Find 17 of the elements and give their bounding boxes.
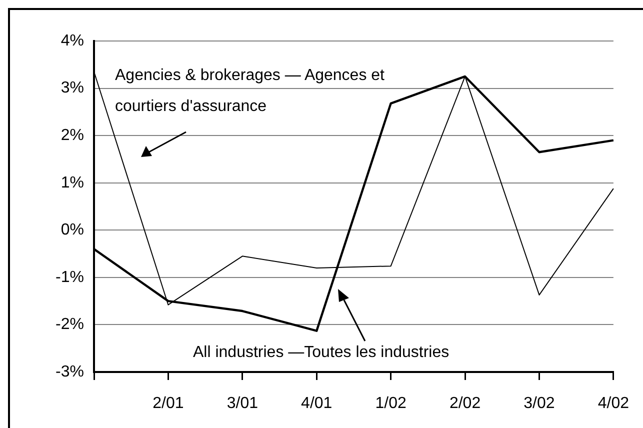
x-tick-label: 3/02	[524, 395, 555, 412]
series-label: All industries —Toutes les industries	[193, 343, 450, 363]
x-tick-label: 2/01	[152, 395, 184, 412]
x-tick-label: 1/02	[375, 395, 406, 412]
y-tick-label: 4%	[60, 32, 84, 50]
y-tick-label: 1%	[60, 174, 84, 192]
y-tick-label: -1%	[56, 268, 84, 286]
series-label: Agencies & brokerages — Agences et courtiers d'assurance	[115, 66, 386, 117]
y-tick-label: -3%	[56, 363, 84, 380]
y-tick-label: 3%	[60, 80, 84, 97]
y-tick-label: 2%	[60, 126, 84, 144]
x-tick-label: 4/02	[598, 395, 630, 412]
y-tick-label: 0%	[60, 222, 84, 239]
x-tick-label: 3/01	[226, 395, 258, 412]
y-tick-label: -2%	[56, 316, 84, 334]
x-tick-label: 2/02	[449, 395, 481, 412]
x-tick-label: 4/01	[301, 395, 332, 412]
